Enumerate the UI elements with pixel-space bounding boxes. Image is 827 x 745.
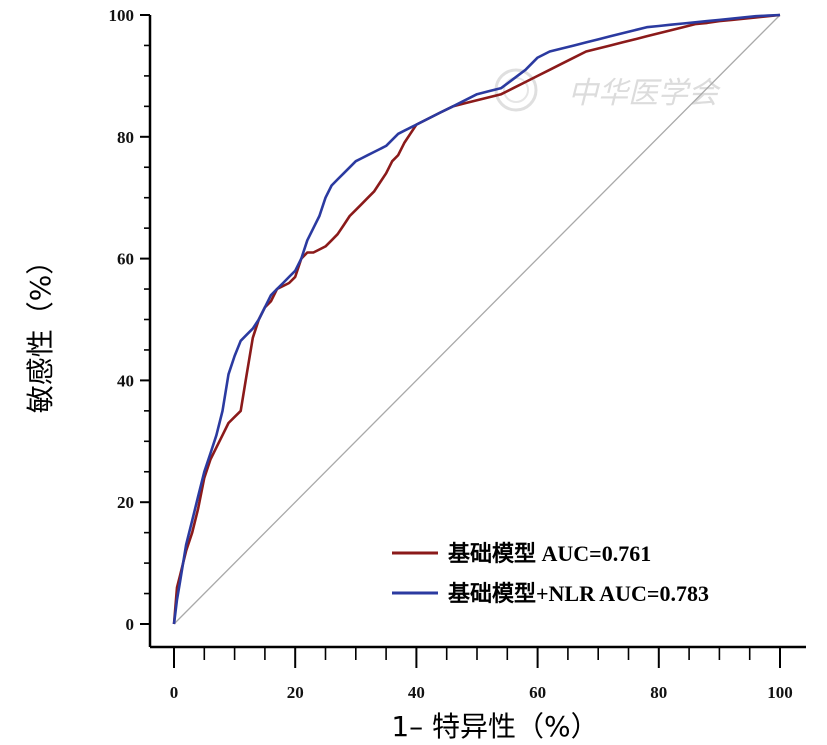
y-axis-ticks: 0 20 40 60 80 100 [109,6,150,634]
legend-label-base-model: 基础模型 AUC=0.761 [448,541,651,566]
legend: 基础模型 AUC=0.761 基础模型+NLR AUC=0.783 [392,541,709,606]
y-tick-label: 40 [117,371,134,390]
y-tick-label: 80 [117,128,134,147]
y-tick-label: 20 [117,493,134,512]
reference-diagonal-line [173,14,781,625]
watermark: 中华医学会 [494,68,721,112]
series-line-base-model-nlr [172,13,781,625]
y-tick-label: 100 [109,6,135,25]
y-axis-title: 敏感性（%） [24,247,57,414]
x-tick-label: 0 [170,683,179,702]
x-tick-label: 60 [529,683,546,702]
y-tick-label: 60 [117,250,134,269]
y-tick-label: 0 [126,615,135,634]
y-axis: 0 20 40 60 80 100 [109,6,152,647]
x-tick-label: 100 [767,683,793,702]
x-axis: 0 20 40 60 80 100 [150,645,806,702]
x-axis-ticks: 0 20 40 60 80 100 [170,647,793,702]
x-tick-label: 20 [287,683,304,702]
series-line-base-model [172,13,781,625]
x-axis-title: 1– 特异性（%） [391,710,598,743]
legend-label-base-model-nlr: 基础模型+NLR AUC=0.783 [448,581,709,606]
x-tick-label: 40 [408,683,425,702]
watermark-text: 中华医学会 [568,76,721,111]
x-tick-label: 80 [650,683,667,702]
